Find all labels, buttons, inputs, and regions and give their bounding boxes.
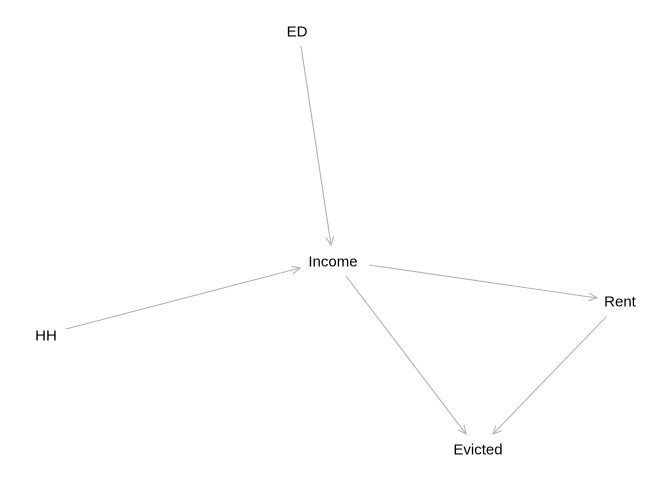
- edge-line: [368, 264, 598, 299]
- edge-line: [300, 45, 332, 246]
- node-hh: HH: [35, 328, 57, 345]
- arrowhead-icon: [325, 236, 335, 247]
- node-evicted: Evicted: [453, 442, 502, 459]
- edge-rent-to-evicted: [492, 316, 607, 435]
- arrowhead-icon: [291, 265, 302, 275]
- edge-line: [345, 275, 467, 435]
- edge-ed-to-income: [300, 45, 335, 247]
- edges-layer: [65, 45, 607, 436]
- arrowhead-icon: [457, 425, 467, 436]
- edge-hh-to-income: [65, 265, 302, 330]
- node-rent: Rent: [604, 294, 637, 311]
- edge-line: [492, 316, 607, 435]
- edge-income-to-rent: [368, 264, 599, 302]
- nodes-layer: ED Income HH Rent Evicted: [35, 24, 637, 459]
- arrowhead-icon: [588, 292, 599, 302]
- edge-income-to-evicted: [345, 275, 467, 436]
- arrowhead-icon: [492, 425, 502, 435]
- edge-line: [65, 267, 301, 330]
- node-income: Income: [308, 254, 357, 271]
- node-ed: ED: [287, 24, 308, 41]
